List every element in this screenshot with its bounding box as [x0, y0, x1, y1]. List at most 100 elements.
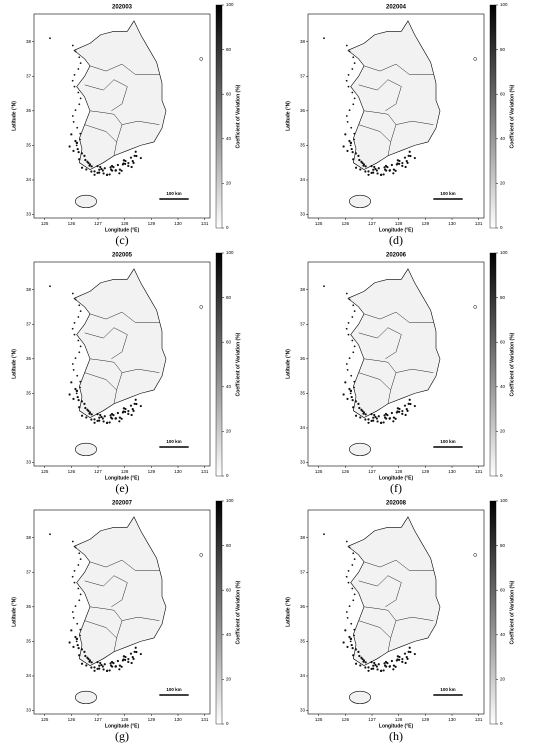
y-tick-label: 35	[26, 639, 32, 644]
island	[385, 169, 388, 172]
ulleungdo	[473, 57, 477, 61]
island	[344, 133, 347, 136]
island	[370, 165, 373, 168]
island	[96, 413, 99, 416]
island	[372, 168, 375, 171]
island	[133, 154, 136, 157]
colorbar-tick-label: 40	[226, 632, 232, 637]
x-tick-label: 129	[422, 221, 430, 226]
y-tick-label: 38	[300, 287, 306, 292]
island	[352, 103, 355, 106]
island	[344, 629, 347, 632]
island	[98, 664, 101, 667]
island	[100, 663, 103, 667]
island	[376, 668, 379, 671]
island	[373, 413, 376, 417]
y-tick-label: 37	[26, 73, 32, 78]
island	[139, 404, 142, 408]
province-border	[84, 79, 128, 112]
island	[401, 657, 404, 661]
x-tick-label: 125	[315, 469, 323, 474]
island	[68, 641, 71, 644]
colorbar-tick-label: 80	[500, 543, 506, 548]
island	[78, 552, 81, 555]
island	[401, 409, 404, 413]
island	[358, 158, 361, 162]
island	[90, 418, 93, 421]
island	[79, 132, 82, 135]
y-tick-label: 33	[300, 212, 306, 217]
island	[112, 662, 115, 665]
island	[84, 158, 87, 162]
island	[87, 657, 90, 661]
y-tick-label: 37	[300, 73, 306, 78]
island	[133, 402, 136, 405]
island	[79, 62, 82, 64]
panel-title: 202007	[112, 501, 133, 507]
x-tick-label: 131	[201, 717, 209, 722]
colorbar-tick-label: 60	[226, 587, 232, 592]
island	[354, 648, 357, 651]
island	[372, 667, 375, 670]
island	[383, 414, 386, 417]
island	[350, 126, 353, 129]
x-tick-label: 125	[41, 717, 49, 722]
island	[385, 665, 388, 668]
island	[385, 417, 388, 420]
island	[139, 156, 142, 160]
y-axis-label: Latitude (°N)	[285, 101, 291, 131]
island	[109, 166, 112, 169]
x-tick-label: 131	[201, 221, 209, 226]
island	[118, 172, 121, 175]
island	[90, 413, 93, 416]
island	[131, 159, 134, 163]
island	[409, 650, 412, 654]
island	[409, 154, 412, 158]
island	[348, 387, 351, 391]
x-tick-label: 129	[422, 717, 430, 722]
colorbar-tick-label: 60	[226, 91, 232, 96]
y-tick-label: 36	[26, 108, 32, 113]
island	[85, 664, 88, 667]
y-tick-label: 35	[300, 639, 306, 644]
island	[134, 398, 137, 401]
island	[375, 169, 378, 172]
island	[347, 581, 350, 584]
island	[351, 399, 354, 402]
scale-bar-label: 100 km	[166, 439, 181, 444]
colorbar-tick-label: 0	[226, 721, 229, 726]
scale-bar-label: 100 km	[440, 687, 455, 692]
colorbar-tick-label: 100	[226, 498, 234, 503]
island	[388, 169, 392, 172]
island	[118, 668, 121, 671]
island	[77, 91, 80, 94]
y-tick-label: 37	[26, 569, 32, 574]
island	[388, 417, 392, 420]
y-tick-label: 34	[300, 177, 306, 182]
island	[88, 164, 91, 167]
island	[413, 156, 416, 160]
jeju	[75, 690, 97, 704]
y-tick-label: 37	[300, 321, 306, 326]
island	[127, 660, 130, 664]
island	[77, 647, 80, 650]
island	[346, 149, 349, 153]
island	[71, 115, 74, 117]
land	[347, 516, 441, 666]
island	[364, 170, 367, 173]
y-axis-label: Latitude (°N)	[11, 101, 17, 131]
province-border	[84, 372, 117, 391]
island	[374, 167, 377, 171]
island	[108, 173, 111, 176]
island	[346, 120, 349, 123]
island	[70, 381, 73, 384]
island	[352, 158, 355, 161]
island	[348, 546, 351, 549]
island	[116, 411, 119, 415]
province-border	[363, 110, 397, 156]
province-border	[358, 79, 402, 112]
island	[93, 418, 96, 421]
y-tick-label: 33	[300, 708, 306, 713]
x-tick-label: 129	[148, 221, 156, 226]
island	[79, 97, 82, 100]
